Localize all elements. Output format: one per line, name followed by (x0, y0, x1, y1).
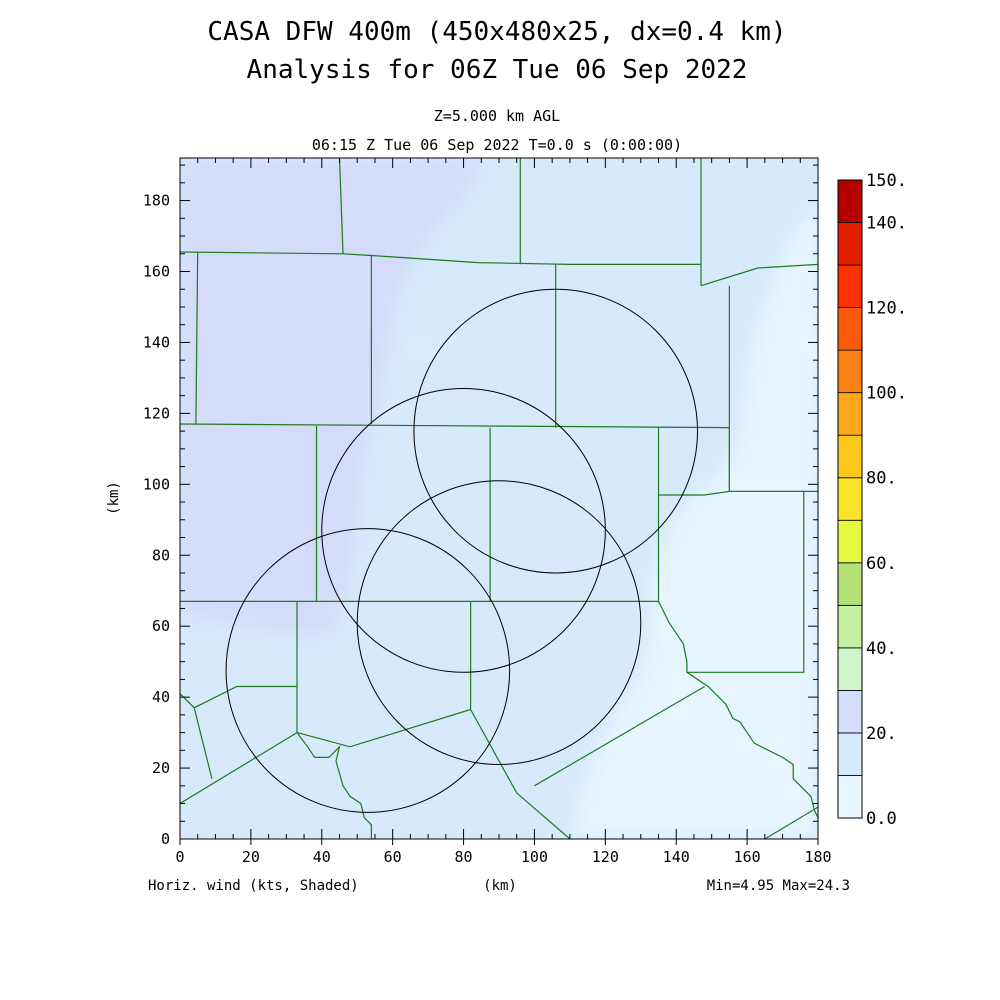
y-tick-label: 100 (143, 475, 170, 493)
county-line-20 (470, 709, 571, 839)
colorbar-swatch (837, 307, 863, 351)
colorbar-swatch (837, 647, 863, 691)
county-boundaries (180, 158, 818, 839)
field-low-spots (770, 300, 818, 450)
county-line-14 (700, 263, 818, 287)
y-tick-label: 0 (161, 830, 170, 848)
y-axis-label: (km) (106, 481, 122, 515)
x-axis-label: (km) (483, 878, 517, 894)
x-tick-label: 140 (663, 848, 690, 866)
colorbar-swatch (837, 690, 863, 734)
radar-range-rings (225, 288, 698, 813)
y-tick-label: 60 (152, 617, 170, 635)
field-high-zone (180, 158, 480, 635)
y-tick-label: 180 (143, 192, 170, 210)
county-line-19 (180, 732, 298, 805)
county-line-3 (195, 251, 199, 425)
radar-ring-3 (413, 288, 698, 574)
county-line-16 (296, 601, 472, 748)
x-tick-label: 40 (313, 848, 331, 866)
y-tick-label: 20 (152, 759, 170, 777)
x-tick-label: 180 (804, 848, 831, 866)
colorbar-swatch (837, 179, 863, 223)
min-max-label: Min=4.95 Max=24.3 (707, 878, 850, 894)
county-line-22 (657, 601, 818, 818)
colorbar-label: 40. (866, 639, 897, 659)
colorbar-label: 20. (866, 724, 897, 744)
radar-ring-2 (356, 480, 642, 766)
variable-label: Horiz. wind (kts, Shaded) (148, 878, 359, 894)
colorbar-label: 120. (866, 299, 907, 319)
x-tick-label: 80 (455, 848, 473, 866)
colorbar-frame (837, 179, 863, 819)
y-tick-label: 40 (152, 688, 170, 706)
colorbar-label: 0.0 (866, 809, 897, 829)
county-line-18 (193, 685, 297, 709)
colorbar: 0.0 20. 40. 60. 80. 100. 120. 140. 150. (837, 171, 907, 829)
colorbar-swatch (837, 604, 863, 649)
chart-subtitle: Analysis for 06Z Tue 06 Sep 2022 (247, 55, 748, 85)
wind-field (180, 158, 818, 839)
colorbar-swatch (837, 434, 863, 479)
colorbar-swatch (837, 562, 863, 606)
colorbar-label: 100. (866, 384, 907, 404)
colorbar-swatch (837, 477, 863, 521)
radar-ring-0 (225, 528, 511, 813)
county-line-4 (338, 158, 344, 254)
y-tick-label: 120 (143, 404, 170, 422)
county-line-21 (534, 685, 705, 787)
x-tick-label: 120 (592, 848, 619, 866)
county-line-0 (180, 423, 730, 429)
axes: 0 20 40 60 80 100 120 140 160 180 0 20 40 60 80 100 120 1… (143, 158, 832, 866)
colorbar-label: 80. (866, 469, 897, 489)
colorbar-swatch (837, 392, 863, 436)
y-tick-label: 140 (143, 333, 170, 351)
colorbar-swatch (837, 519, 863, 564)
x-tick-label: 0 (175, 848, 184, 866)
radar-ring-1 (321, 388, 606, 673)
colorbar-label: 60. (866, 554, 897, 574)
x-tick-label: 100 (521, 848, 548, 866)
y-tick-label: 160 (143, 263, 170, 281)
x-tick-label: 20 (242, 848, 260, 866)
county-line-24 (764, 806, 818, 839)
colorbar-label: 150. (866, 171, 907, 191)
chart-title: CASA DFW 400m (450x480x25, dx=0.4 km) (207, 17, 786, 47)
level-label: Z=5.000 km AGL (434, 107, 560, 125)
colorbar-swatch (837, 775, 863, 819)
colorbar-swatch (837, 349, 863, 394)
x-tick-label: 60 (384, 848, 402, 866)
colorbar-swatch (837, 222, 863, 266)
colorbar-label: 140. (866, 214, 907, 234)
county-line-23 (296, 732, 372, 839)
x-tick-label: 160 (734, 848, 761, 866)
colorbar-swatch (837, 732, 863, 776)
colorbar-swatch (837, 264, 863, 309)
y-tick-label: 80 (152, 546, 170, 564)
time-label: 06:15 Z Tue 06 Sep 2022 T=0.0 s (0:00:00… (312, 136, 682, 154)
field-low-zone (410, 200, 818, 839)
county-line-2 (180, 251, 701, 265)
